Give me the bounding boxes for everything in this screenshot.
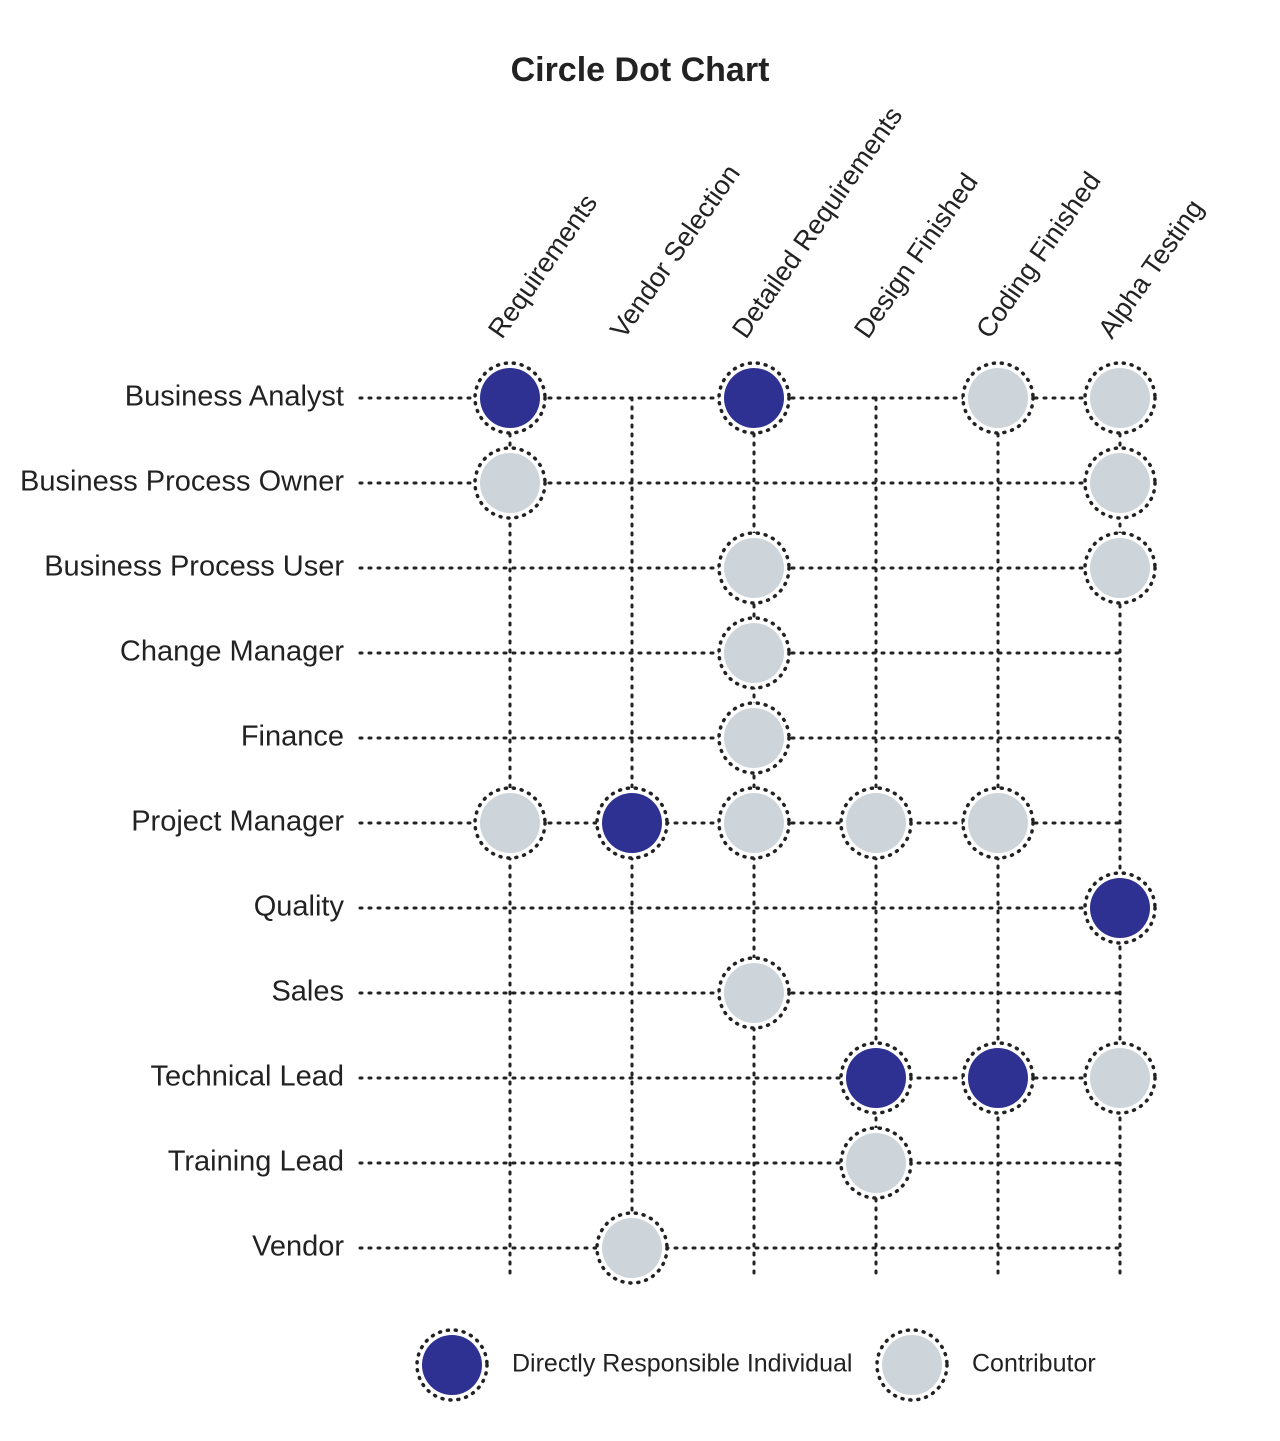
cell-dot — [846, 1133, 906, 1193]
row-label: Change Manager — [120, 636, 344, 668]
cell-dot — [846, 793, 906, 853]
column-label: Vendor Selection — [604, 159, 746, 343]
cell-dot — [1090, 878, 1150, 938]
cell-dot — [724, 708, 784, 768]
row-label: Sales — [271, 976, 344, 1008]
legend-label: Directly Responsible Individual — [512, 1350, 852, 1378]
cell-dot — [480, 793, 540, 853]
row-label: Business Process Owner — [20, 466, 344, 498]
column-label: Alpha Testing — [1092, 194, 1209, 344]
column-label: Requirements — [482, 189, 603, 344]
column-label: Design Finished — [848, 168, 984, 344]
row-label: Business Process User — [44, 551, 344, 583]
cell-dot — [724, 368, 784, 428]
cell-dot — [968, 1048, 1028, 1108]
row-label: Quality — [254, 891, 345, 923]
cell-dot — [1090, 538, 1150, 598]
cell-dot — [724, 538, 784, 598]
cell-dot — [1090, 1048, 1150, 1108]
cell-dot — [846, 1048, 906, 1108]
legend-label: Contributor — [972, 1350, 1096, 1378]
row-label: Business Analyst — [125, 381, 344, 413]
chart-title: Circle Dot Chart — [511, 51, 770, 89]
cell-dot — [1090, 368, 1150, 428]
cell-dot — [724, 623, 784, 683]
cell-dot — [1090, 453, 1150, 513]
cell-dot — [724, 793, 784, 853]
row-label: Training Lead — [168, 1146, 344, 1178]
cell-dot — [602, 793, 662, 853]
cell-dot — [480, 453, 540, 513]
row-label: Finance — [241, 721, 344, 753]
row-label: Project Manager — [131, 806, 344, 838]
cell-dot — [602, 1218, 662, 1278]
legend-dot — [882, 1335, 942, 1395]
cell-dot — [724, 963, 784, 1023]
cell-dot — [480, 368, 540, 428]
column-label: Coding Finished — [970, 166, 1106, 343]
cell-dot — [968, 793, 1028, 853]
row-label: Vendor — [252, 1231, 344, 1263]
row-label: Technical Lead — [151, 1061, 344, 1093]
cell-dot — [968, 368, 1028, 428]
legend-dot — [422, 1335, 482, 1395]
